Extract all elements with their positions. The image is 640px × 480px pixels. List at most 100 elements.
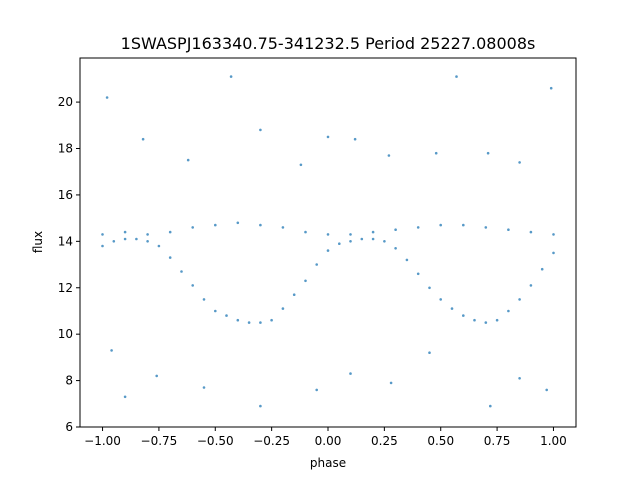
data-point (229, 75, 233, 78)
data-point (259, 223, 262, 227)
data-point (529, 230, 533, 234)
data-point (157, 244, 161, 248)
data-point (529, 284, 533, 287)
data-point (540, 267, 544, 271)
x-tick-label: 0.00 (315, 434, 342, 448)
x-axis: −1.00 −0.75 −0.50 −0.25 0.00 0.25 0.50 0.75 1.00 (84, 427, 567, 448)
y-tick-label: 14 (58, 234, 73, 248)
data-point (371, 237, 375, 241)
data-point (394, 228, 397, 231)
data-point (123, 230, 127, 234)
data-point (507, 309, 510, 313)
data-point (146, 240, 149, 243)
data-point (428, 286, 431, 290)
data-point (450, 307, 454, 310)
x-tick-label: 1.00 (540, 434, 567, 448)
data-point (484, 321, 488, 324)
data-point (214, 309, 217, 313)
plot-frame (79, 57, 577, 428)
data-point (518, 298, 521, 301)
y-axis: 6 8 10 12 14 16 18 20 (58, 95, 80, 434)
data-point (462, 314, 465, 317)
data-point (394, 247, 397, 250)
data-point (349, 233, 352, 236)
data-point (338, 242, 341, 245)
data-point (495, 318, 499, 322)
data-point (405, 258, 409, 262)
data-point (123, 395, 127, 399)
data-point (304, 230, 307, 234)
data-point (101, 244, 104, 248)
data-point (416, 226, 420, 229)
data-point (299, 163, 303, 167)
data-point (141, 137, 145, 141)
data-point (349, 372, 352, 375)
data-point (270, 318, 273, 322)
data-point (326, 135, 330, 139)
data-point (434, 151, 438, 155)
data-point (326, 233, 330, 236)
data-point (225, 314, 228, 317)
data-point (552, 233, 555, 236)
data-point (389, 381, 393, 385)
data-point (236, 318, 240, 322)
data-point (489, 404, 492, 408)
data-point (416, 272, 420, 276)
y-tick-label: 20 (58, 95, 73, 109)
x-tick-label: 0.25 (371, 434, 398, 448)
data-point (507, 228, 510, 231)
data-point (191, 226, 194, 229)
data-point (191, 284, 194, 287)
x-axis-label: phase (310, 456, 346, 470)
data-point (123, 237, 127, 241)
data-point (168, 256, 172, 259)
data-point (439, 298, 443, 301)
data-point (259, 128, 262, 132)
data-point (518, 377, 521, 380)
x-tick-label: 0.50 (427, 434, 454, 448)
data-point (360, 237, 364, 241)
data-point (214, 223, 217, 227)
scatter-points (101, 75, 555, 408)
x-tick-label: −0.50 (197, 434, 234, 448)
x-tick-label: 0.75 (484, 434, 511, 448)
data-point (552, 251, 555, 255)
data-point (247, 321, 251, 324)
data-point (455, 75, 458, 78)
data-point (387, 154, 391, 157)
y-tick-label: 18 (58, 142, 73, 156)
y-axis-label: flux (31, 231, 45, 253)
data-point (155, 374, 158, 378)
data-point (202, 386, 206, 389)
x-tick-label: −1.00 (84, 434, 121, 448)
data-point (349, 240, 352, 243)
data-point (105, 96, 109, 99)
data-point (281, 226, 285, 229)
data-point (112, 240, 116, 243)
data-point (484, 226, 488, 229)
data-point (304, 279, 307, 283)
data-point (101, 233, 104, 236)
data-point (281, 307, 285, 310)
y-tick-label: 6 (65, 420, 73, 434)
data-point (202, 298, 206, 301)
data-point (315, 388, 319, 392)
data-point (326, 249, 330, 252)
data-point (428, 351, 431, 355)
data-point (236, 221, 240, 225)
y-tick-label: 12 (58, 281, 73, 295)
data-point (473, 318, 476, 322)
data-point (180, 270, 183, 273)
data-point (371, 230, 375, 234)
data-point (353, 137, 357, 141)
y-tick-label: 8 (65, 374, 73, 388)
chart-title: 1SWASPJ163340.75-341232.5 Period 25227.0… (121, 34, 536, 53)
data-point (146, 233, 149, 236)
data-point (518, 161, 521, 164)
data-point (186, 158, 190, 162)
data-point (135, 237, 138, 241)
data-point (315, 263, 319, 266)
data-point (259, 404, 262, 408)
y-tick-label: 10 (58, 327, 73, 341)
